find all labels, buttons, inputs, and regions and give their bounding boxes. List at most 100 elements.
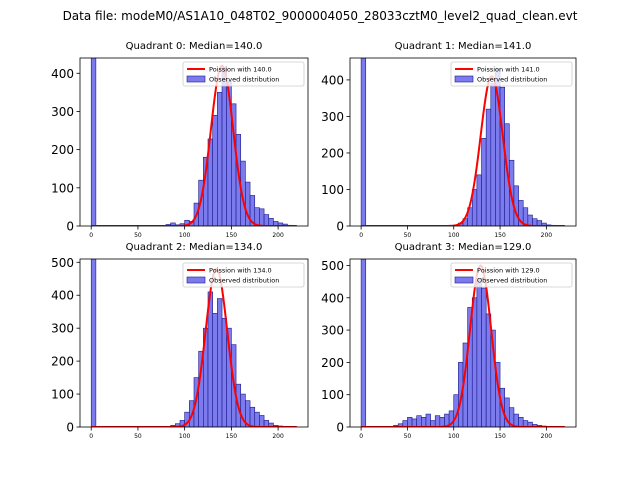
figure-suptitle: Data file: modeM0/AS1A10_048T02_90000040…	[63, 9, 578, 23]
legend-frame	[182, 61, 305, 87]
legend-label-observed: Observed distribution	[477, 76, 547, 84]
histogram-bar	[518, 417, 524, 427]
histogram-bar	[411, 418, 417, 427]
histogram-bar	[217, 298, 223, 427]
x-tick-label: 200	[541, 433, 553, 440]
y-tick-label: 500	[321, 259, 344, 273]
subplot-title: Quadrant 1: Median=141.0	[395, 41, 532, 52]
histogram-bar	[259, 415, 265, 427]
x-tick-label: 50	[134, 232, 142, 239]
legend-bar-swatch	[454, 75, 474, 83]
legend-bar-swatch	[454, 276, 474, 284]
legend: Poission with 134.0 Observed distribution	[182, 262, 305, 288]
legend-frame	[182, 262, 305, 288]
y-tick-label: 200	[321, 356, 344, 370]
histogram-bar	[434, 415, 441, 427]
x-tick-label: 150	[226, 433, 238, 440]
subplot-title: Quadrant 2: Median=134.0	[126, 242, 263, 253]
histogram-bar	[360, 58, 367, 226]
legend: Poission with 140.0 Observed distribution	[182, 61, 305, 87]
y-tick-label: 400	[321, 73, 344, 87]
subplot-quadrant-3: 0 50 100 150 200 0 100 200 300 400 500 Quadrant 3: …	[321, 242, 577, 440]
histogram-bar	[513, 413, 519, 427]
x-tick-label: 0	[89, 433, 93, 440]
y-tick-label: 200	[51, 355, 74, 369]
axes-frame	[79, 57, 309, 227]
x-tick-label: 200	[272, 232, 284, 239]
histogram-bar	[476, 174, 482, 226]
subplot-quadrant-0: 0 50 100 150 200 0 100 200 300 400 Quadrant 0: Med…	[51, 41, 309, 239]
y-tick-label: 400	[51, 289, 74, 303]
histogram-bar	[481, 138, 487, 226]
plot-area	[360, 259, 565, 427]
histogram-bar	[541, 222, 547, 226]
x-tick-label: 150	[226, 232, 238, 239]
legend-label-observed: Observed distribution	[209, 277, 279, 285]
x-tick-label: 100	[179, 232, 191, 239]
y-tick-label: 500	[51, 256, 74, 270]
y-tick-label: 100	[321, 388, 344, 402]
legend-label-fit: Poission with 141.0	[477, 66, 540, 74]
y-tick-label: 200	[321, 146, 344, 160]
subplot-quadrant-2: 0 50 100 150 200 0 100 200 300 400 500 Quadrant 2: …	[51, 242, 309, 440]
x-tick-label: 100	[448, 433, 460, 440]
x-tick-label: 200	[272, 433, 284, 440]
y-tick-label: 400	[51, 67, 74, 81]
histogram-bar	[481, 287, 487, 427]
histogram-bar	[527, 214, 533, 226]
x-tick-label: 150	[494, 232, 506, 239]
histogram-bar	[499, 86, 505, 226]
x-tick-label: 0	[359, 232, 363, 239]
legend-label-observed: Observed distribution	[209, 76, 279, 84]
histogram-bar	[471, 297, 478, 427]
axes-frame	[79, 258, 309, 428]
histogram-bar	[360, 259, 367, 427]
histogram-bar	[259, 208, 265, 226]
axes-frame	[349, 258, 577, 428]
legend: Poission with 129.0 Observed distribution	[450, 262, 573, 288]
legend-bar-swatch	[186, 75, 206, 83]
x-tick-label: 100	[448, 232, 460, 239]
histogram-bar	[90, 259, 97, 427]
y-tick-label: 0	[66, 421, 74, 435]
histogram-bar	[416, 415, 422, 427]
x-tick-label: 50	[134, 433, 142, 440]
y-tick-label: 300	[51, 105, 74, 119]
y-tick-label: 0	[66, 220, 74, 234]
plot-area	[90, 58, 297, 226]
histogram-bar	[263, 214, 270, 226]
x-tick-label: 50	[404, 232, 412, 239]
legend-label-fit: Poission with 140.0	[209, 66, 272, 74]
legend-label-fit: Poission with 134.0	[209, 267, 272, 275]
y-tick-label: 300	[321, 110, 344, 124]
y-tick-label: 400	[321, 291, 344, 305]
y-tick-label: 0	[336, 220, 344, 234]
histogram-bar	[254, 411, 260, 427]
histogram-bar	[490, 83, 496, 226]
subplot-title: Quadrant 0: Median=140.0	[126, 41, 263, 52]
x-tick-label: 150	[494, 433, 506, 440]
legend-frame	[450, 61, 573, 87]
histogram-bar	[425, 413, 431, 427]
x-tick-label: 0	[359, 433, 363, 440]
legend-bar-swatch	[186, 276, 206, 284]
histogram-bar	[217, 92, 223, 226]
poisson-fit-line	[361, 264, 565, 427]
subplot-grid: 0 50 100 150 200 0 100 200 300 400 Quadrant 0: Med…	[51, 41, 577, 440]
histogram-bar	[476, 278, 482, 427]
histogram-bar	[249, 406, 256, 427]
legend-label-fit: Poission with 129.0	[477, 267, 540, 275]
y-tick-label: 100	[321, 183, 344, 197]
x-tick-label: 50	[404, 433, 412, 440]
histogram-bar	[221, 67, 227, 226]
histogram-bar	[90, 58, 97, 226]
y-tick-label: 100	[51, 388, 74, 402]
histogram-bar	[268, 218, 274, 226]
legend-frame	[450, 262, 573, 288]
y-tick-label: 200	[51, 143, 74, 157]
y-tick-label: 300	[321, 324, 344, 338]
histogram-bar	[421, 417, 427, 427]
x-tick-label: 100	[179, 433, 191, 440]
y-tick-label: 0	[336, 421, 344, 435]
